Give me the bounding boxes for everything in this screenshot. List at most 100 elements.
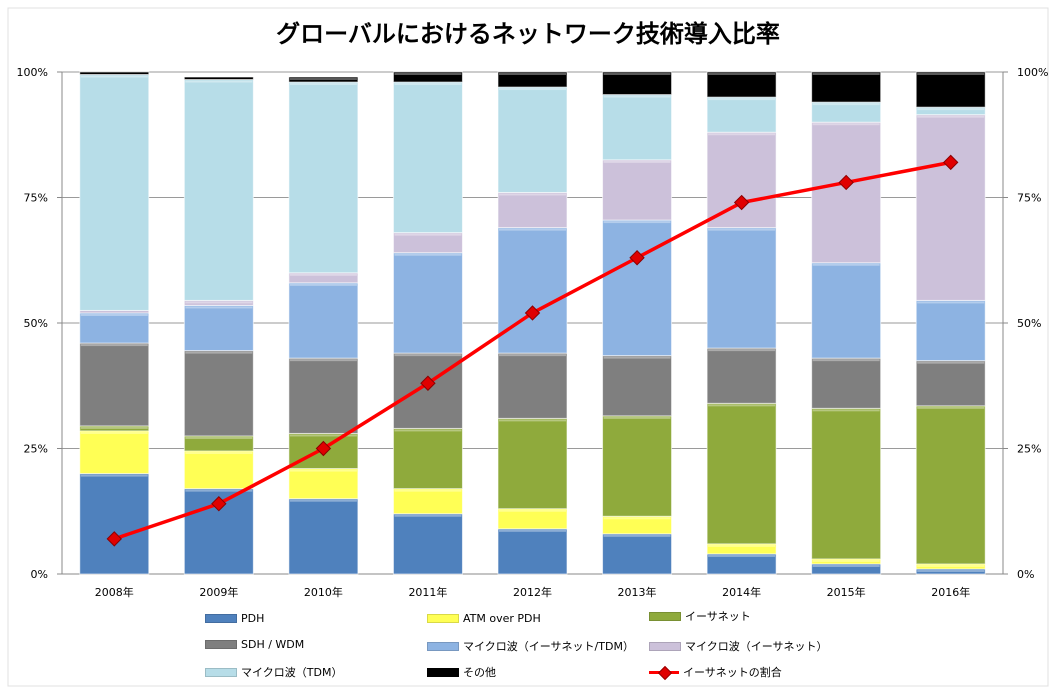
bar-segment (183, 350, 254, 437)
bar-highlight (185, 80, 253, 83)
bar-highlight (185, 489, 253, 492)
bar-segment (288, 498, 359, 575)
bar-highlight (394, 83, 462, 86)
bar-highlight (289, 283, 357, 286)
y-tick-label-left: 25% (24, 443, 48, 456)
bar-segment (497, 227, 568, 354)
x-tick-label: 2016年 (931, 585, 970, 599)
bar-highlight (917, 361, 985, 364)
bar-segment (811, 71, 882, 103)
bar-segment (706, 71, 777, 98)
legend-swatch-pdh (205, 614, 237, 623)
legend-item-ethernet: イーサネット (649, 608, 751, 624)
bar-segment (497, 71, 568, 88)
chart-area-border (7, 7, 1049, 687)
ethernet-ratio-point (106, 531, 122, 547)
bar-segment (392, 71, 463, 83)
bar-highlight (185, 351, 253, 354)
legend-label-mw-eth-tdm: マイクロ波（イーサネット/TDM） (463, 640, 634, 653)
bar-highlight (603, 221, 671, 224)
bar-highlight (812, 359, 880, 362)
bar-highlight (708, 544, 776, 547)
bar-highlight (289, 359, 357, 362)
bar-highlight (80, 344, 148, 347)
bar-segment (288, 468, 359, 500)
bar-highlight (917, 108, 985, 111)
y-tick-label-right: 100% (1017, 66, 1048, 79)
legend-swatch-sdh (205, 640, 237, 649)
bar-segment (706, 347, 777, 404)
bar-highlight (498, 193, 567, 196)
bar-highlight (812, 73, 880, 75)
bar-highlight (498, 419, 567, 422)
x-tick-label: 2010年 (304, 585, 343, 599)
bar-segment (392, 427, 463, 490)
legend-swatch-ethernet (649, 611, 681, 621)
legend-label-other: その他 (463, 666, 496, 679)
bar-segment (602, 415, 673, 517)
ethernet-ratio-point (733, 194, 750, 211)
bar-highlight (185, 306, 253, 309)
legend-label-mw-tdm: マイクロ波（TDM） (241, 666, 343, 679)
bar-highlight (80, 431, 148, 434)
bar-highlight (394, 253, 462, 256)
bar-highlight (394, 489, 462, 492)
bar-segment (811, 407, 882, 560)
x-tick-label: 2015年 (827, 585, 866, 599)
bar-highlight (498, 88, 567, 91)
bar-highlight (289, 499, 357, 502)
y-tick-label-left: 0% (31, 568, 48, 581)
x-tick-label: 2009年 (199, 585, 238, 599)
bar-highlight (812, 123, 880, 126)
bar-segment (79, 342, 150, 427)
bar-segment (497, 191, 568, 229)
bar-highlight (603, 416, 671, 419)
bar-highlight (812, 559, 880, 562)
bar-segment (183, 79, 254, 301)
legend-item-pdh: PDH (205, 612, 264, 625)
ethernet-ratio-point (524, 305, 541, 321)
bar-segment (706, 96, 777, 133)
legend-item-sdh: SDH / WDM (205, 638, 304, 651)
bar-highlight (603, 517, 671, 520)
bar-highlight (498, 354, 567, 357)
legend-swatch-mw-eth-tdm (427, 641, 459, 651)
ethernet-ratio-point (315, 440, 332, 457)
bar-segment (392, 81, 463, 234)
bar-highlight (394, 73, 462, 75)
bar-segment (602, 159, 673, 221)
bar-segment (915, 360, 986, 407)
bar-segment (79, 312, 150, 344)
bar-segment (79, 430, 150, 475)
bar-highlight (603, 95, 671, 98)
bar-segment (392, 488, 463, 515)
legend-label-mw-eth: マイクロ波（イーサネット） (685, 640, 828, 653)
bar-segment (706, 402, 777, 545)
chart-title: グローバルにおけるネットワーク技術導入比率 (276, 20, 780, 48)
bar-segment (706, 553, 777, 575)
bar-segment (288, 81, 359, 274)
bar-segment (915, 114, 986, 301)
bar-highlight (289, 83, 357, 86)
bar-segment (811, 121, 882, 264)
x-tick-label: 2011年 (408, 585, 447, 599)
bar-highlight (185, 301, 253, 304)
bar-highlight (708, 73, 776, 75)
legend-item-atm: ATM over PDH (427, 612, 541, 625)
legend-swatch-mw-eth (649, 641, 681, 651)
bar-segment (811, 101, 882, 123)
bar-segment (497, 528, 568, 575)
legend: PDH ATM over PDH イーサネット SDH / WDM マイクロ波（… (205, 610, 845, 688)
bar-highlight (708, 133, 776, 136)
bar-highlight (603, 73, 671, 75)
y-tick-label-right: 50% (1017, 317, 1041, 330)
bar-highlight (708, 98, 776, 101)
x-tick-label: 2008年 (95, 585, 134, 599)
bar-highlight (289, 469, 357, 472)
bar-highlight (917, 301, 985, 304)
ethernet-ratio-point (211, 496, 227, 512)
bar-segment (392, 252, 463, 354)
legend-swatch-ethernet-ratio (649, 665, 679, 680)
y-tick-label-right: 75% (1017, 192, 1041, 205)
